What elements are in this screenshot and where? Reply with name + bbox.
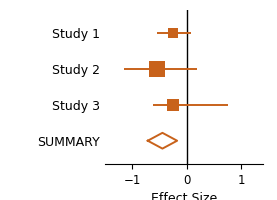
X-axis label: Effect Size: Effect Size: [151, 192, 217, 200]
Point: [171, 103, 176, 107]
Point: [155, 67, 159, 71]
Point: [171, 32, 176, 35]
